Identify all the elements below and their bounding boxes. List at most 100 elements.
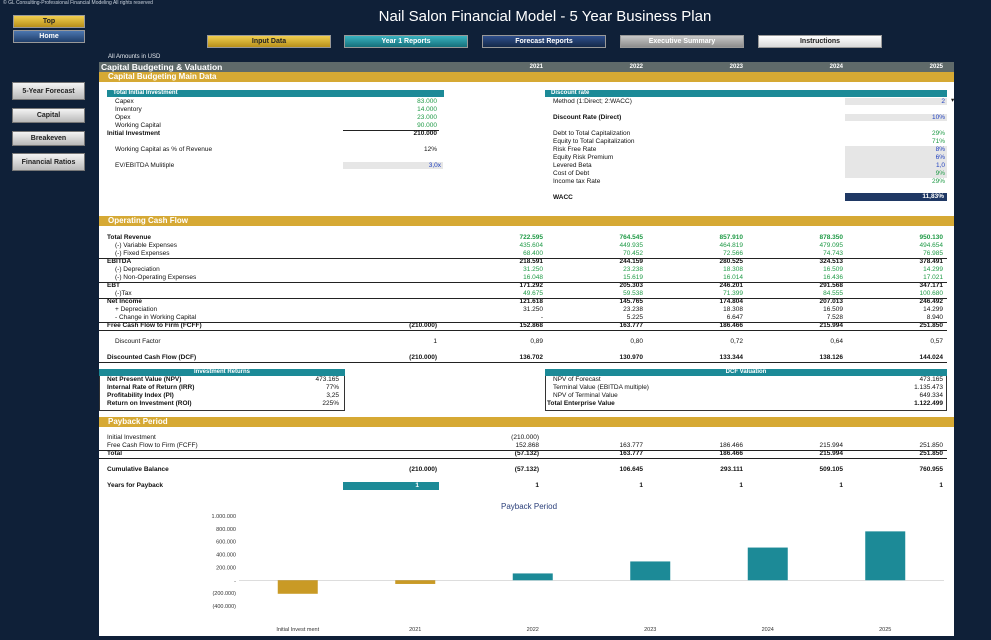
ocf-row-label: (-) Non-Operating Expenses [115,274,197,281]
executive-summary-button[interactable]: Executive Summary [620,35,744,48]
ocf-cell: 246.492 [919,298,944,305]
year1-reports-button[interactable]: Year 1 Reports [344,35,468,48]
ocf-cell: 31.250 [523,266,543,273]
ocf-cell: 16.436 [823,274,843,281]
dropdown-icon[interactable]: ▾ [951,97,954,104]
tii-value: 83.000 [417,98,437,105]
payback-chart: 1.000.000 800.000 600.000 400.000 200.000 - (2… [212,514,944,633]
ocf-cell: 378.491 [919,258,944,265]
rate-inputs[interactable] [845,146,947,178]
ocf-cell: 722.595 [519,234,544,241]
ocf-row-label: (-) Depreciation [115,266,160,273]
instructions-button[interactable]: Instructions [758,35,882,48]
ocf-cell: 764.545 [619,234,644,241]
method-label: Method (1:Direct; 2:WACC) [553,98,632,105]
payback-cell: 293.111 [720,466,743,473]
payback-cell: 251.850 [919,450,944,457]
ocf-cell: 16.048 [523,274,543,281]
payback-cell: (57.132) [514,466,539,473]
payback-cell: 215.994 [819,450,844,457]
ir-label: Net Present Value (NPV) [107,376,182,383]
side-capital-button[interactable]: Capital [12,108,85,123]
forecast-reports-button[interactable]: Forecast Reports [482,35,606,48]
ocf-cell: 121.618 [519,298,544,305]
ocf-cell: 133.344 [719,354,744,361]
payback-cell: 186.466 [719,442,744,449]
row-divider [99,258,947,259]
tii-value: 23.000 [417,114,437,121]
payback-row-label: Free Cash Flow to Firm (FCFF) [107,442,198,449]
payback-row-label: Total [107,450,123,457]
top-button[interactable]: Top [13,15,85,28]
side-breakeven-button[interactable]: Breakeven [12,131,85,146]
ocf-cell: 347.171 [919,282,944,289]
ocf-row-label: Free Cash Flow to Firm (FCFF) [107,322,202,329]
payback-cell: 1 [839,482,843,489]
method-value: 2 [941,98,945,105]
ocf-cell: 14.299 [923,266,943,273]
ocf-cell: 59.538 [623,290,643,297]
payback-row-label: Initial Investment [107,434,156,441]
ocf-cell: 14.299 [923,306,943,313]
payback-cell: (210.000) [511,434,539,441]
ir-label: Return on Investment (ROI) [107,400,192,407]
wc-value: 12% [423,146,437,153]
year-header: 2025 [929,64,943,70]
side-ratios-button[interactable]: Financial Ratios [12,153,85,171]
dr-label: Levered Beta [553,162,592,169]
side-forecast-button[interactable]: 5-Year Forecast [12,82,85,100]
ocf-cell: 171.292 [519,282,544,289]
dr-value: 71% [931,138,945,145]
ocf-cell: 49.675 [523,290,543,297]
ocf-cell: 205.303 [619,282,644,289]
ocf-cell: 0,89 [530,338,543,345]
tii-label: Capex [115,98,134,105]
ocf-cell: 145.765 [619,298,644,305]
y-tick-label: 400.000 [216,553,236,559]
dcf-value: 473.165 [919,376,944,383]
ocf-cell: 857.910 [719,234,744,241]
ocf-cell: 950.130 [919,234,944,241]
method-input[interactable] [845,98,947,105]
input-data-button[interactable]: Input Data [207,35,331,48]
ocf-cell: 0,72 [730,338,743,345]
ocf-cell: 251.850 [919,322,944,329]
ocf-cell: 31.250 [523,306,543,313]
ocf-cell: 0,80 [630,338,643,345]
ocf-cell: 449.935 [619,242,644,249]
dcf-value: 649.334 [919,392,944,399]
dr-label: Equity Risk Premium [553,154,614,161]
ocf-row-label: (-)Tax [115,290,132,297]
dcf-value: 1.122.499 [914,400,943,407]
divider [343,130,439,131]
y-tick-label: 200.000 [216,565,236,571]
direct-label: Discount Rate (Direct) [553,114,622,121]
ir-label: Profitability Index (PI) [107,392,174,399]
ocf-cell: 136.702 [519,354,544,361]
ocf-cell: 18.308 [723,306,743,313]
ocf-cell: 246.201 [719,282,744,289]
ocf-cell: 68.400 [523,250,543,257]
amounts-note: All Amounts in USD [108,54,161,60]
dr-value: 29% [931,130,945,137]
x-tick-label: 2021 [409,627,421,633]
ocf-cell: 16.014 [723,274,743,281]
tii-value: 90.000 [417,122,437,129]
wacc-label: WACC [553,194,573,201]
chart-title: Payback Period [500,502,558,511]
ocf-cell: 291.568 [819,282,844,289]
home-button[interactable]: Home [13,30,85,43]
ocf-cell: 74.743 [823,250,843,257]
ocf-cell: 464.819 [719,242,744,249]
dr-value: 9% [935,170,945,177]
sheet-area: Capital Budgeting & Valuation 2021 2022 … [99,62,954,636]
ocf-cell: 215.994 [819,322,844,329]
dr-value: 29% [931,178,945,185]
x-tick-label: 2022 [527,627,539,633]
direct-input[interactable] [845,114,947,121]
year-header: 2022 [629,64,643,70]
dr-title: Discount rate [545,90,947,97]
ev-input[interactable] [343,162,443,169]
dr-value: 6% [935,154,945,161]
ocf-cell: 100.680 [919,290,944,297]
